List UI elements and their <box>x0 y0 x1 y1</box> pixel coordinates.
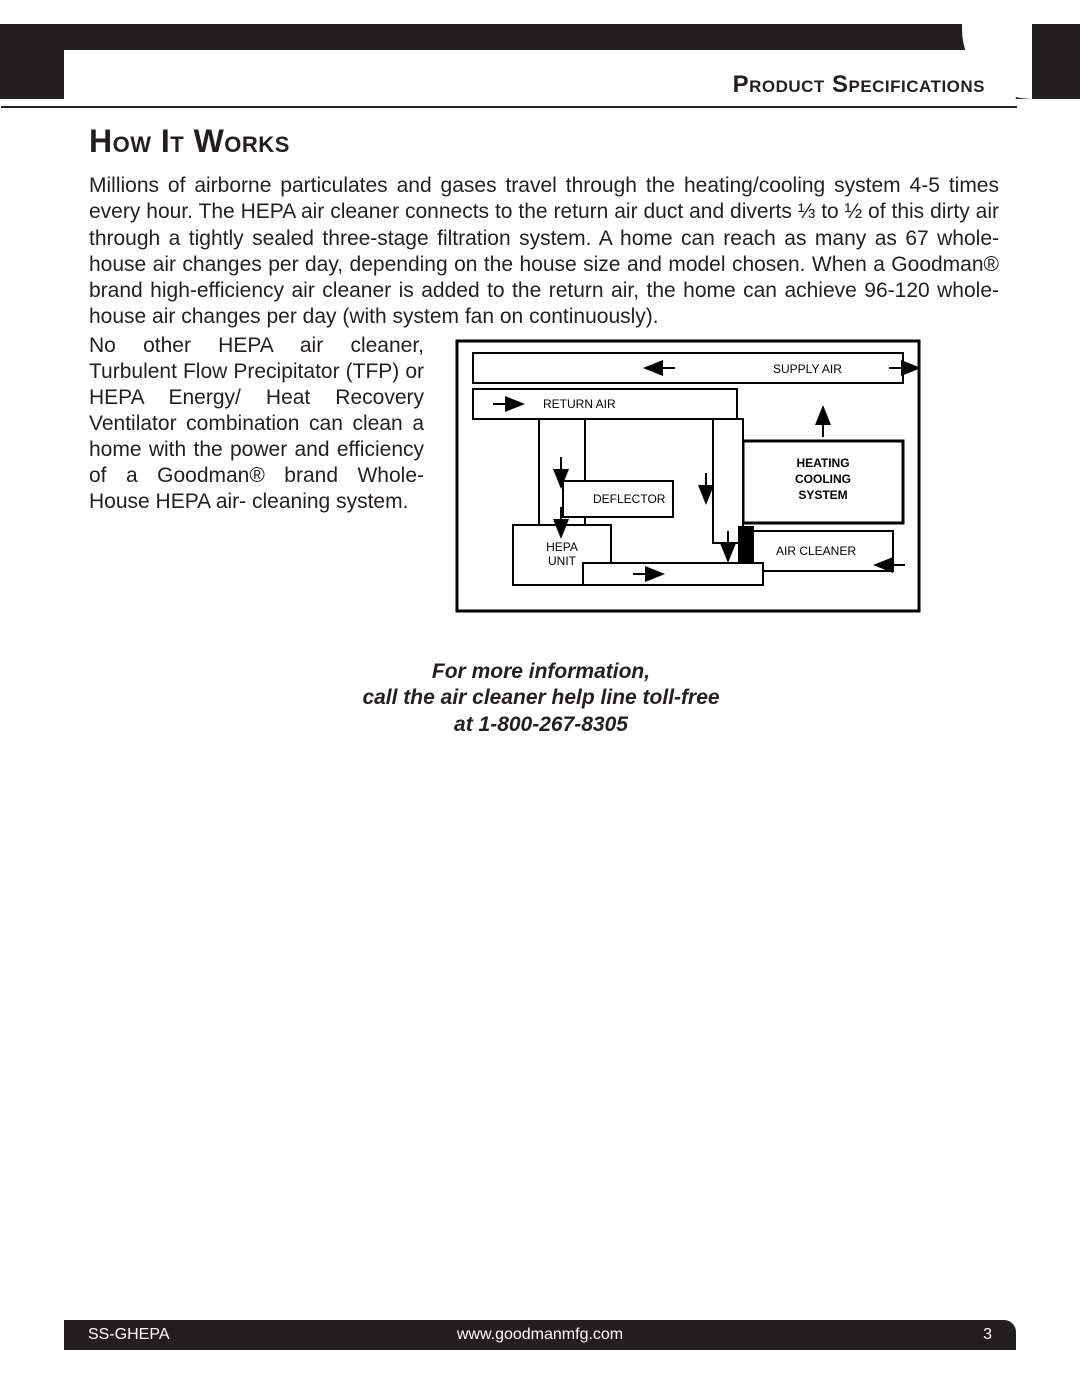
footer-bar: SS-GHEPA www.goodmanmfg.com 3 <box>64 1320 1016 1350</box>
cta-line1: For more information, <box>65 659 1017 685</box>
footer-page: 3 <box>983 1326 992 1344</box>
cta-line3: at 1-800-267-8305 <box>65 712 1017 738</box>
svg-text:HEATING: HEATING <box>796 456 849 470</box>
svg-text:RETURN AIR: RETURN AIR <box>543 397 616 411</box>
paragraph-1: Millions of airborne particulates and ga… <box>89 173 999 331</box>
header-rule <box>1 106 1017 108</box>
section-title: How It Works <box>89 123 290 160</box>
page-body: Product Specifications How It Works Mill… <box>64 50 1016 1316</box>
svg-text:SYSTEM: SYSTEM <box>798 488 847 502</box>
footer-doc-code: SS-GHEPA <box>88 1326 170 1344</box>
svg-text:UNIT: UNIT <box>548 554 577 568</box>
call-to-action: For more information, call the air clean… <box>65 659 1017 738</box>
footer-url: www.goodmanmfg.com <box>64 1326 1016 1344</box>
airflow-diagram: SUPPLY AIR RETURN AIR DEFLECTOR HEPAUNIT HEA… <box>443 331 933 621</box>
svg-text:COOLING: COOLING <box>795 472 851 486</box>
svg-text:HEPA: HEPA <box>546 540 578 554</box>
svg-text:SUPPLY AIR: SUPPLY AIR <box>773 362 842 376</box>
paragraph-2: No other HEPA air cleaner, Turbulent Flo… <box>89 333 424 515</box>
header-label: Product Specifications <box>733 71 985 99</box>
cta-line2: call the air cleaner help line toll-free <box>65 685 1017 711</box>
svg-text:DEFLECTOR: DEFLECTOR <box>593 492 666 506</box>
svg-text:AIR CLEANER: AIR CLEANER <box>776 544 856 558</box>
